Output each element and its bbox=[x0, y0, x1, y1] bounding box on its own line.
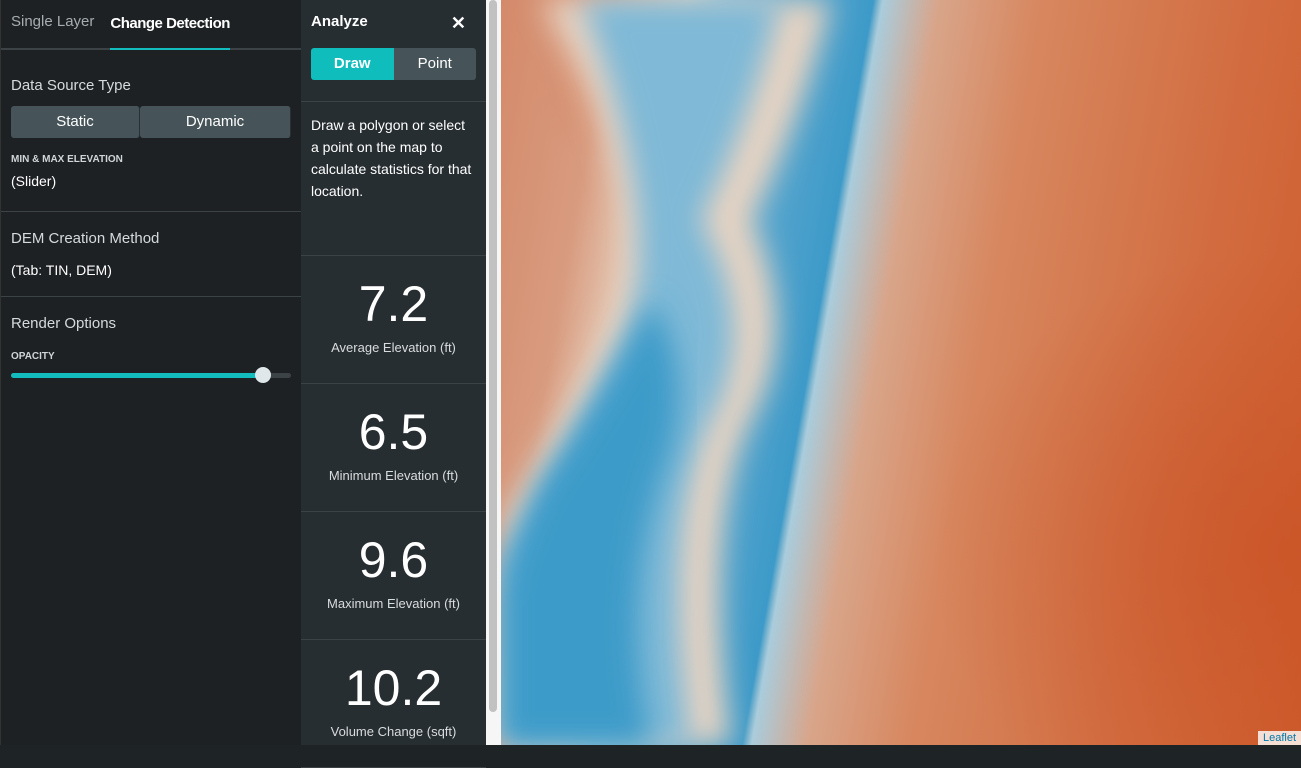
stat-card: 9.6 Maximum Elevation (ft) bbox=[301, 512, 486, 640]
left-sidebar: Single Layer Change Detection Data Sourc… bbox=[0, 0, 301, 745]
stat-value: 6.5 bbox=[358, 404, 429, 460]
dem-section: DEM Creation Method (Tab: TIN, DEM) bbox=[1, 212, 301, 297]
elevation-raster bbox=[501, 0, 831, 745]
analyze-description: Draw a polygon or select a point on the … bbox=[301, 101, 486, 256]
static-button[interactable]: Static bbox=[11, 106, 140, 138]
stat-value: 7.2 bbox=[358, 276, 429, 332]
draw-button[interactable]: Draw bbox=[311, 48, 394, 80]
opacity-slider[interactable] bbox=[11, 367, 291, 383]
map[interactable]: Leaflet bbox=[501, 0, 1301, 745]
scrollbar-thumb[interactable] bbox=[489, 0, 497, 712]
point-button[interactable]: Point bbox=[393, 48, 476, 80]
section-title: Data Source Type bbox=[11, 77, 131, 94]
stat-card: 10.2 Volume Change (sqft) bbox=[301, 640, 486, 768]
dem-tabs[interactable]: (Tab: TIN, DEM) bbox=[11, 262, 112, 278]
opacity-handle[interactable] bbox=[255, 367, 271, 383]
tab-single-layer[interactable]: Single Layer bbox=[11, 13, 95, 30]
dynamic-button[interactable]: Dynamic bbox=[140, 106, 291, 138]
stat-value: 9.6 bbox=[358, 532, 429, 588]
stat-label: Maximum Elevation (ft) bbox=[327, 596, 460, 611]
stat-label: Minimum Elevation (ft) bbox=[328, 468, 459, 483]
analyze-title: Analyze bbox=[311, 13, 368, 30]
data-source-toggle: Static Dynamic bbox=[11, 106, 291, 138]
analyze-panel: Analyze ✕ Draw Point Draw a polygon or se… bbox=[301, 0, 486, 768]
render-section: Render Options OPACITY bbox=[1, 297, 301, 383]
leaflet-attribution[interactable]: Leaflet bbox=[1257, 731, 1301, 745]
stat-card: 6.5 Minimum Elevation (ft) bbox=[301, 384, 486, 512]
section-title: Render Options bbox=[11, 315, 117, 332]
tab-bar: Single Layer Change Detection bbox=[1, 0, 301, 50]
close-icon[interactable]: ✕ bbox=[450, 13, 466, 33]
scrollbar[interactable] bbox=[486, 0, 501, 745]
tab-change-detection[interactable]: Change Detection bbox=[110, 2, 230, 50]
opacity-fill bbox=[11, 373, 263, 378]
analyze-mode-toggle: Draw Point bbox=[311, 48, 476, 80]
stat-value: 10.2 bbox=[344, 660, 443, 716]
data-source-section: Data Source Type Static Dynamic MIN & MA… bbox=[1, 50, 301, 212]
stat-card: 7.2 Average Elevation (ft) bbox=[301, 256, 486, 384]
elevation-label: MIN & MAX ELEVATION bbox=[11, 154, 123, 165]
opacity-label: OPACITY bbox=[11, 351, 55, 362]
section-title: DEM Creation Method bbox=[11, 230, 160, 247]
stat-label: Average Elevation (ft) bbox=[331, 340, 456, 355]
elevation-slider[interactable]: (Slider) bbox=[11, 173, 57, 189]
stat-label: Volume Change (sqft) bbox=[330, 724, 457, 739]
